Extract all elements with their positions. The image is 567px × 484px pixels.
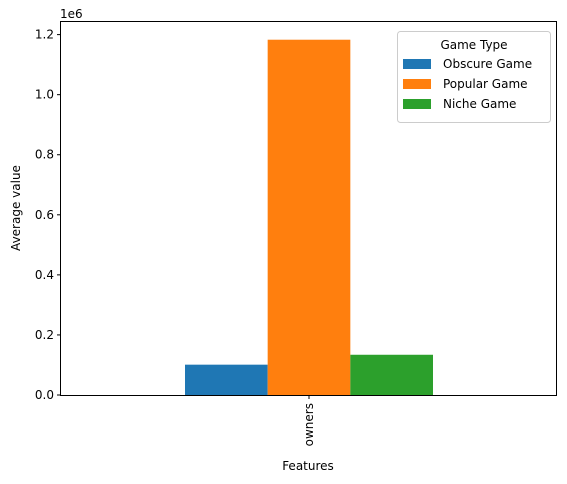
bar-popular-game — [267, 39, 351, 396]
legend-swatch — [403, 79, 431, 89]
y-tick-label: 0.4 — [35, 268, 54, 282]
y-axis-ticks: 0.0 0.2 0.4 0.6 0.8 1.0 1.2 — [35, 28, 61, 402]
legend-frame — [397, 31, 551, 123]
y-tick-label: 0.6 — [35, 208, 54, 222]
bar-layer — [185, 39, 433, 396]
legend-title: Game Type — [440, 38, 507, 52]
x-axis-label: Features — [282, 459, 334, 473]
bar-obscure-game — [185, 364, 268, 395]
legend: Game Type Obscure Game Popular Game Niche … — [397, 31, 551, 123]
bar-niche-game — [350, 354, 433, 395]
y-offset-label: 1e6 — [60, 7, 83, 21]
legend-swatch — [403, 59, 431, 69]
y-tick-label: 0.8 — [35, 148, 54, 162]
legend-label: Popular Game — [443, 77, 528, 91]
x-tick-label: owners — [302, 403, 316, 446]
legend-label: Niche Game — [443, 97, 516, 111]
legend-label: Obscure Game — [443, 57, 532, 71]
y-axis-label: Average value — [9, 165, 23, 251]
y-tick-label: 0.0 — [35, 388, 54, 402]
y-tick-label: 0.2 — [35, 328, 54, 342]
y-tick-label: 1.2 — [35, 28, 54, 42]
y-tick-label: 1.0 — [35, 88, 54, 102]
x-axis-ticks: owners — [302, 395, 316, 446]
legend-swatch — [403, 99, 431, 109]
